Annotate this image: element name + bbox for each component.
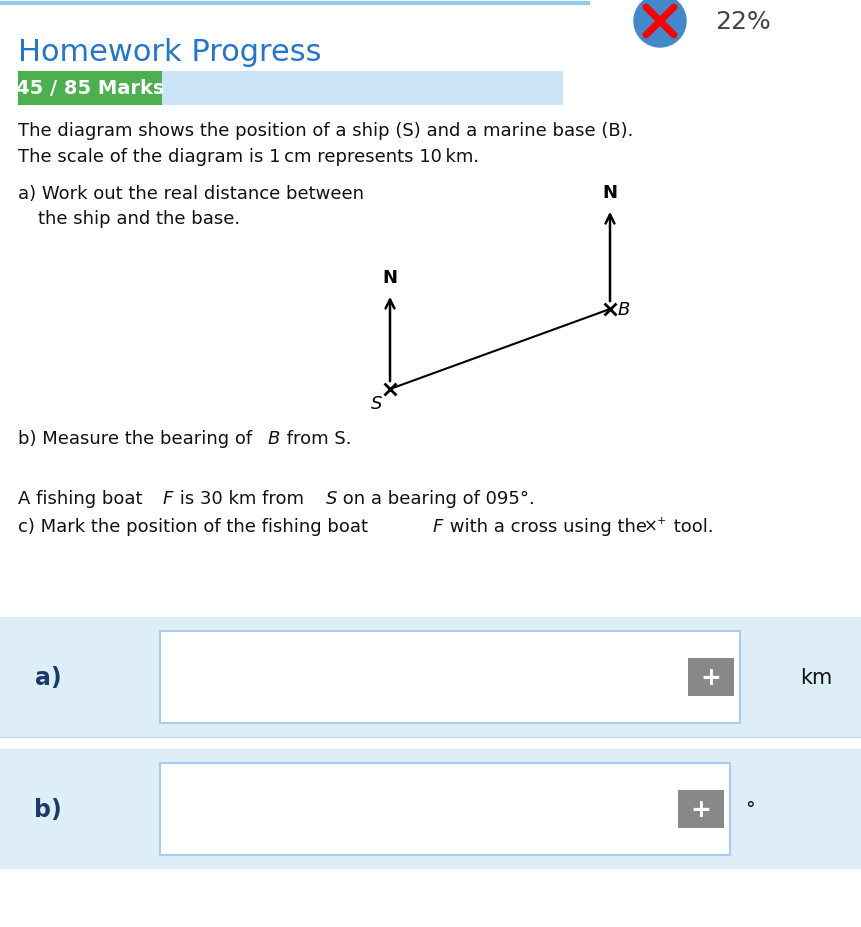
Text: B: B bbox=[268, 429, 280, 448]
Text: B: B bbox=[617, 300, 629, 319]
Text: is 30 km from: is 30 km from bbox=[174, 489, 309, 507]
Text: tool.: tool. bbox=[667, 517, 713, 536]
Bar bbox=[678, 790, 723, 828]
Text: N: N bbox=[382, 269, 397, 286]
Text: S: S bbox=[370, 395, 381, 413]
Text: 45 / 85 Marks: 45 / 85 Marks bbox=[15, 80, 164, 98]
Text: N: N bbox=[602, 184, 616, 202]
Bar bbox=[0, 870, 861, 927]
Text: with a cross using the: with a cross using the bbox=[443, 517, 652, 536]
Text: b): b) bbox=[34, 797, 62, 821]
Text: S: S bbox=[325, 489, 337, 507]
Text: on a bearing of 095°.: on a bearing of 095°. bbox=[337, 489, 534, 507]
Text: Homework Progress: Homework Progress bbox=[18, 38, 321, 67]
Circle shape bbox=[633, 0, 685, 48]
Bar bbox=[18, 72, 562, 106]
Text: the ship and the base.: the ship and the base. bbox=[38, 210, 240, 228]
Bar bbox=[0, 749, 861, 870]
Text: The diagram shows the position of a ship (S) and a marine base (B).: The diagram shows the position of a ship… bbox=[18, 121, 633, 140]
Text: km: km bbox=[799, 667, 831, 687]
Text: c) Mark the position of the fishing boat: c) Mark the position of the fishing boat bbox=[18, 517, 374, 536]
Text: +: + bbox=[690, 797, 710, 821]
Bar bbox=[160, 631, 739, 723]
Text: +: + bbox=[700, 666, 721, 690]
Text: ×: × bbox=[643, 517, 657, 536]
Bar bbox=[160, 763, 729, 855]
Text: a): a) bbox=[34, 666, 61, 690]
Bar bbox=[0, 617, 861, 737]
Text: from S.: from S. bbox=[281, 429, 351, 448]
Text: The scale of the diagram is 1 cm represents 10 km.: The scale of the diagram is 1 cm represe… bbox=[18, 147, 479, 166]
Text: F: F bbox=[432, 517, 443, 536]
Bar bbox=[687, 658, 734, 696]
Text: F: F bbox=[163, 489, 173, 507]
Text: a) Work out the real distance between: a) Work out the real distance between bbox=[18, 184, 363, 203]
Text: °: ° bbox=[744, 800, 754, 819]
Text: 22%: 22% bbox=[714, 10, 770, 34]
Bar bbox=[18, 72, 162, 106]
Text: b) Measure the bearing of: b) Measure the bearing of bbox=[18, 429, 257, 448]
Text: A fishing boat: A fishing boat bbox=[18, 489, 148, 507]
Text: +: + bbox=[656, 515, 666, 526]
